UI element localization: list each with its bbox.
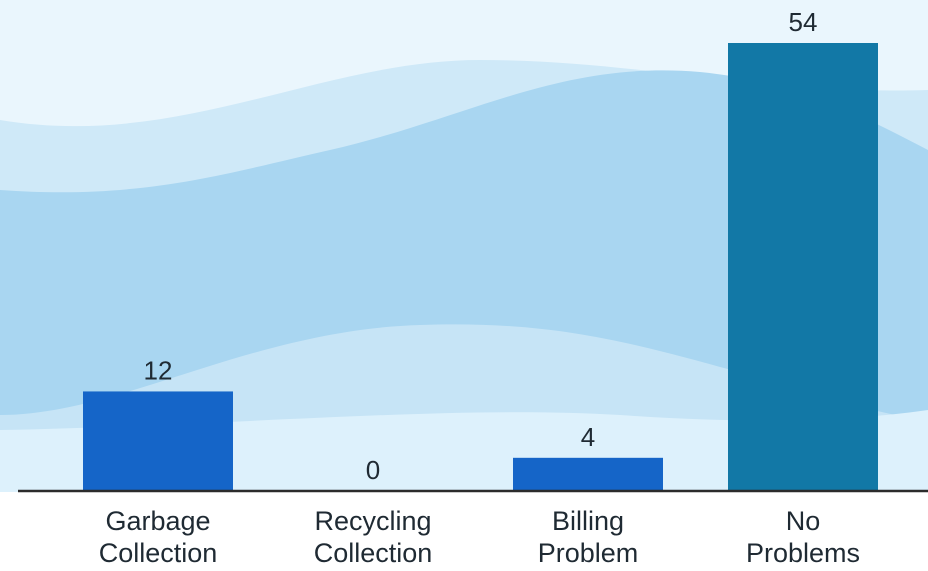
labels-group: 12GarbageCollection0RecyclingCollection4… [99,7,860,568]
category-label-no-problems-line-2: Problems [746,538,860,568]
category-label-garbage-collection-line-1: Garbage [105,506,210,536]
category-label-billing-problem-line-1: Billing [552,506,624,536]
bars-group [83,43,878,491]
category-label-garbage-collection-line-2: Collection [99,538,218,568]
category-label-recycling-collection-line-1: Recycling [314,506,431,536]
value-label-recycling-collection: 0 [366,455,380,485]
value-label-garbage-collection: 12 [144,355,173,385]
bar-billing-problem [513,457,663,491]
value-label-no-problems: 54 [789,7,818,37]
category-label-recycling-collection-line-2: Collection [314,538,433,568]
bar-garbage-collection [83,391,233,491]
background-bottom-band [0,492,928,571]
category-label-no-problems-line-1: No [786,506,821,536]
value-label-billing-problem: 4 [581,422,595,452]
category-label-billing-problem-line-2: Problem [538,538,639,568]
bar-no-problems [728,43,878,491]
